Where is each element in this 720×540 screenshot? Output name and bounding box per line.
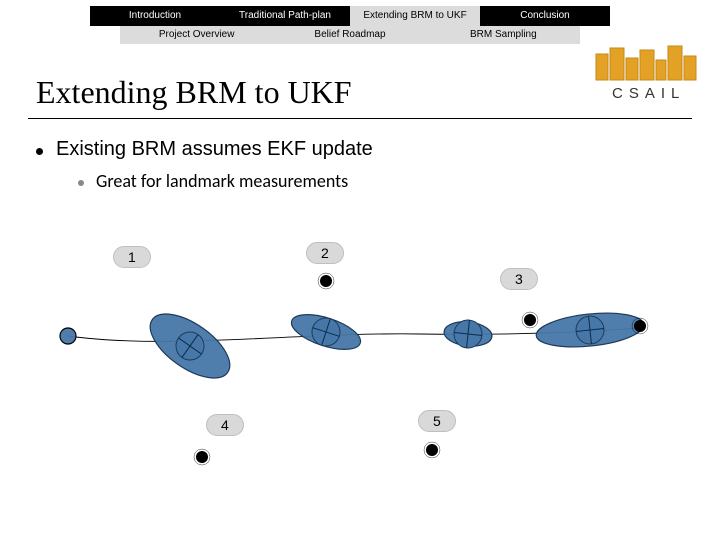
csail-text: CSAIL <box>612 85 685 102</box>
sub-nav-overview[interactable]: Project Overview <box>120 26 273 44</box>
diagram-badge-1: 1 <box>113 246 151 268</box>
bullet-dot <box>36 148 43 155</box>
diagram-badge-5: 5 <box>418 410 456 432</box>
page-title: Extending BRM to UKF <box>36 74 352 111</box>
top-nav-extending[interactable]: Extending BRM to UKF <box>350 6 480 26</box>
top-nav-traditional[interactable]: Traditional Path-plan <box>220 6 350 26</box>
top-nav-conclusion[interactable]: Conclusion <box>480 6 610 26</box>
csail-logo: CSAIL <box>592 44 702 104</box>
title-rule <box>28 118 692 119</box>
diagram-badge-3: 3 <box>500 268 538 290</box>
bullet-l1: Existing BRM assumes EKF update <box>56 138 373 161</box>
sub-nav: Project Overview Belief Roadmap BRM Samp… <box>120 26 580 44</box>
bullet-dot <box>78 180 84 186</box>
skyline-icon <box>596 46 696 80</box>
top-nav-introduction[interactable]: Introduction <box>90 6 220 26</box>
slide: Introduction Traditional Path-plan Exten… <box>0 0 720 540</box>
sub-nav-belief-roadmap[interactable]: Belief Roadmap <box>273 26 426 44</box>
top-nav: Introduction Traditional Path-plan Exten… <box>90 6 610 26</box>
sub-nav-brm-sampling[interactable]: BRM Sampling <box>427 26 580 44</box>
diagram-badge-2: 2 <box>306 242 344 264</box>
diagram-badge-4: 4 <box>206 414 244 436</box>
bullet-l2: Great for landmark measurements <box>96 170 348 192</box>
